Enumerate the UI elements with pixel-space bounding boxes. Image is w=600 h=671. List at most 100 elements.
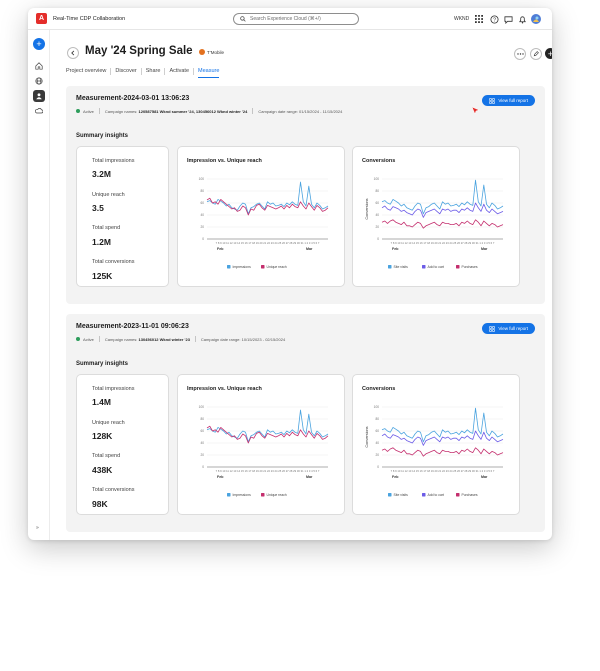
- globe-icon[interactable]: [33, 75, 45, 87]
- campaign-date-range: Campaign date range: 01/15/2024 - 11/15/…: [258, 108, 343, 114]
- summary-stats: Total impressions 3.2M Unique reach 3.5 …: [76, 146, 169, 287]
- org-name[interactable]: WKND: [454, 16, 470, 22]
- stat-label: Total spend: [92, 225, 121, 231]
- tab-activate[interactable]: Activate: [169, 68, 190, 74]
- view-full-report-button[interactable]: View full report: [482, 323, 535, 334]
- expand-rail-icon[interactable]: »: [36, 525, 39, 531]
- status-badge: Active: [83, 336, 94, 342]
- month-label: Feb: [392, 247, 399, 251]
- stat-label: Total conversions: [92, 487, 135, 493]
- partner-name: T’Mobile: [207, 49, 225, 55]
- chart-title: Conversions: [362, 386, 396, 392]
- legend-swatch: [388, 493, 392, 497]
- project-tabs: Project overview Discover Share Activate…: [66, 68, 220, 78]
- tab-divider: [140, 68, 142, 75]
- legend-swatch: [422, 493, 426, 497]
- y-tick-label: 60: [200, 201, 204, 205]
- tab-divider: [164, 68, 166, 75]
- series-line: [206, 409, 329, 443]
- report-icon: [489, 325, 496, 332]
- series-line: [381, 202, 504, 218]
- measurement-meta: Active Campaign names: 120587581 Wknd su…: [76, 108, 342, 114]
- pencil-icon[interactable]: [530, 48, 542, 60]
- y-tick-label: 100: [199, 177, 205, 181]
- y-tick-label: 100: [374, 405, 380, 409]
- svg-text:?: ?: [493, 17, 496, 23]
- partner-logo-icon: [199, 49, 205, 55]
- legend-label: Purchases: [462, 493, 478, 497]
- y-tick-label: 0: [377, 465, 379, 469]
- search-input[interactable]: Search Experience Cloud (⌘+/): [233, 13, 359, 25]
- apps-grid-icon[interactable]: [474, 14, 484, 24]
- home-icon[interactable]: [33, 60, 45, 72]
- chat-icon[interactable]: [503, 14, 513, 24]
- series-line: [381, 430, 504, 446]
- stat-value: 3.5: [92, 203, 104, 213]
- conversions-chart: Conversions 100 80 60 40 20 0 Conversions 7 8 9…: [352, 374, 520, 515]
- chart-canvas: 100 80 60 40 20 0 7 8 9 10 11 12 13 14 15 16 1…: [199, 405, 329, 497]
- impression-reach-chart: Impression vs. Unique reach 100 80 60 40 20 0…: [177, 146, 345, 287]
- y-tick-label: 20: [200, 225, 204, 229]
- help-icon[interactable]: ?: [489, 14, 499, 24]
- stat-value: 125K: [92, 271, 113, 281]
- stat-value: 128K: [92, 431, 113, 441]
- tab-discover[interactable]: Discover: [115, 68, 137, 74]
- search-icon: [240, 16, 246, 22]
- legend-label: Unique reach: [267, 493, 287, 497]
- chart-title: Conversions: [362, 158, 396, 164]
- status-badge: Active: [83, 108, 94, 114]
- campaign-date-range: Campaign date range: 10/15/2023 - 02/15/…: [200, 336, 286, 342]
- legend-swatch: [456, 265, 460, 269]
- partner-badge: T’Mobile: [199, 49, 224, 55]
- y-tick-label: 40: [200, 213, 204, 217]
- legend-label: Add to cart: [428, 265, 444, 269]
- legend-label: Site visits: [394, 493, 409, 497]
- adobe-logo[interactable]: A: [36, 13, 47, 24]
- stat-value: 1.4M: [92, 397, 111, 407]
- view-full-report-button[interactable]: View full report: [482, 95, 535, 106]
- summary-insights-title: Summary insights: [76, 133, 129, 139]
- cursor-icon: [471, 106, 480, 115]
- main-content: May '24 Spring Sale T’Mobile + Project o…: [50, 30, 552, 540]
- audience-icon[interactable]: [33, 90, 45, 102]
- y-tick-label: 80: [375, 189, 379, 193]
- cloud-icon[interactable]: [33, 105, 45, 117]
- y-tick-label: 80: [200, 189, 204, 193]
- y-tick-label: 20: [375, 225, 379, 229]
- series-line: [381, 447, 504, 457]
- more-icon[interactable]: [514, 48, 526, 60]
- y-tick-label: 0: [377, 237, 379, 241]
- app-window: A Real-Time CDP Collaboration Search Exp…: [28, 8, 552, 540]
- status-dot: [76, 337, 80, 341]
- tab-measure[interactable]: Measure: [198, 68, 220, 78]
- y-tick-label: 20: [375, 453, 379, 457]
- tab-share[interactable]: Share: [145, 68, 161, 74]
- meta-divider: [194, 336, 196, 342]
- y-tick-label: 80: [200, 417, 204, 421]
- series-line: [206, 197, 329, 216]
- page-title: May '24 Spring Sale: [85, 45, 193, 57]
- y-tick-label: 40: [375, 213, 379, 217]
- legend-swatch: [227, 493, 231, 497]
- legend-label: Site visits: [394, 265, 409, 269]
- report-icon: [489, 97, 496, 104]
- tab-project-overview[interactable]: Project overview: [66, 68, 107, 74]
- app-title: Real-Time CDP Collaboration: [53, 15, 126, 22]
- avatar-icon[interactable]: [531, 14, 541, 24]
- bell-icon[interactable]: [517, 14, 527, 24]
- legend-label: Purchases: [462, 265, 478, 269]
- stat-label: Total spend: [92, 453, 121, 459]
- legend-swatch: [227, 265, 231, 269]
- chart-canvas: 100 80 60 40 20 0 Conversions 7 8 9 10 11 12 13…: [365, 405, 504, 497]
- legend-label: Impressions: [233, 493, 252, 497]
- series-line: [381, 179, 504, 215]
- y-tick-label: 100: [199, 405, 205, 409]
- left-rail: + »: [28, 30, 50, 540]
- stat-label: Total impressions: [92, 158, 135, 164]
- impression-reach-chart: Impression vs. Unique reach 100 80 60 40 20 0…: [177, 374, 345, 515]
- chevron-left-icon[interactable]: [67, 47, 79, 59]
- stat-value: 98K: [92, 499, 108, 509]
- series-line: [381, 407, 504, 443]
- add-icon[interactable]: +: [545, 48, 552, 59]
- add-icon[interactable]: +: [33, 38, 45, 50]
